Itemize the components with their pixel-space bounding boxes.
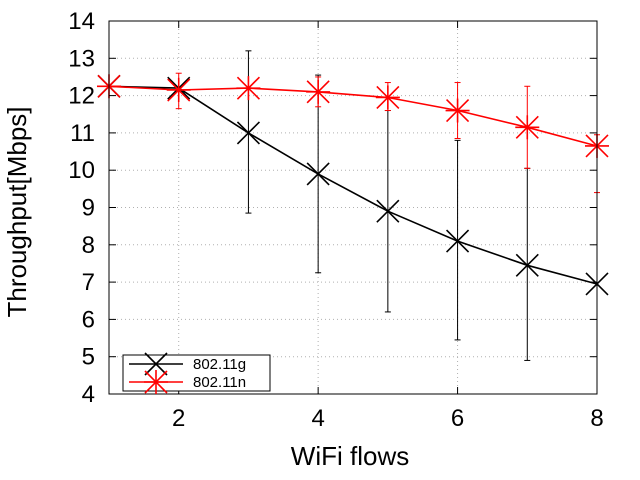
- x-tick-label: 4: [311, 405, 324, 432]
- marker-stroke: [515, 253, 539, 277]
- x-tick-label: 8: [590, 405, 603, 432]
- data-point-802-11n: [445, 98, 470, 123]
- series-line-802-11g: [108, 85, 598, 285]
- series-line-802-11n: [108, 85, 598, 147]
- data-point-802-11g: [376, 199, 400, 223]
- legend-entry-802-11g: 802.11g: [129, 352, 246, 376]
- y-tick-label: 12: [68, 83, 95, 110]
- axis-ticks: 4 5 6 7 8 9 10 11 12 13 14 2 4 6 8: [68, 8, 603, 432]
- data-point-802-11n: [375, 85, 400, 110]
- y-tick-label: 4: [82, 381, 95, 408]
- y-tick-label: 6: [82, 306, 95, 333]
- y-tick-label: 8: [82, 232, 95, 259]
- x-tick-label: 2: [172, 405, 185, 432]
- legend-label-802-11n: 802.11n: [193, 374, 246, 391]
- series-markers: [97, 74, 609, 296]
- y-tick-label: 10: [68, 157, 95, 184]
- marker-stroke: [446, 229, 470, 253]
- y-axis-label: Throughput[Mbps]: [2, 106, 32, 317]
- marker-stroke: [306, 162, 330, 186]
- series-lines: [108, 85, 598, 285]
- y-tick-label: 14: [68, 8, 95, 35]
- data-point-802-11g: [306, 162, 330, 186]
- y-tick-label: 7: [82, 269, 95, 296]
- data-point-802-11n: [515, 115, 540, 140]
- legend-label-802-11g: 802.11g: [193, 356, 246, 373]
- data-point-802-11n: [236, 76, 261, 101]
- y-tick-label: 11: [70, 120, 95, 147]
- marker-stroke: [376, 199, 400, 223]
- marker-stroke: [236, 121, 260, 145]
- legend-marker-802-11n: [144, 370, 168, 394]
- x-axis-label: WiFi flows: [291, 441, 409, 471]
- marker-stroke: [144, 352, 168, 376]
- data-point-802-11g: [236, 121, 260, 145]
- y-tick-label: 9: [82, 195, 95, 222]
- y-tick-label: 13: [68, 45, 95, 72]
- data-point-802-11n: [306, 79, 331, 104]
- data-point-802-11g: [515, 253, 539, 277]
- grid-lines: [109, 21, 597, 394]
- legend-marker-802-11g: [144, 352, 168, 376]
- x-tick-label: 6: [451, 405, 464, 432]
- legend-entry-802-11n: 802.11n: [129, 370, 246, 394]
- data-point-802-11g: [446, 229, 470, 253]
- data-point-802-11n: [166, 78, 191, 103]
- y-tick-label: 5: [82, 344, 95, 371]
